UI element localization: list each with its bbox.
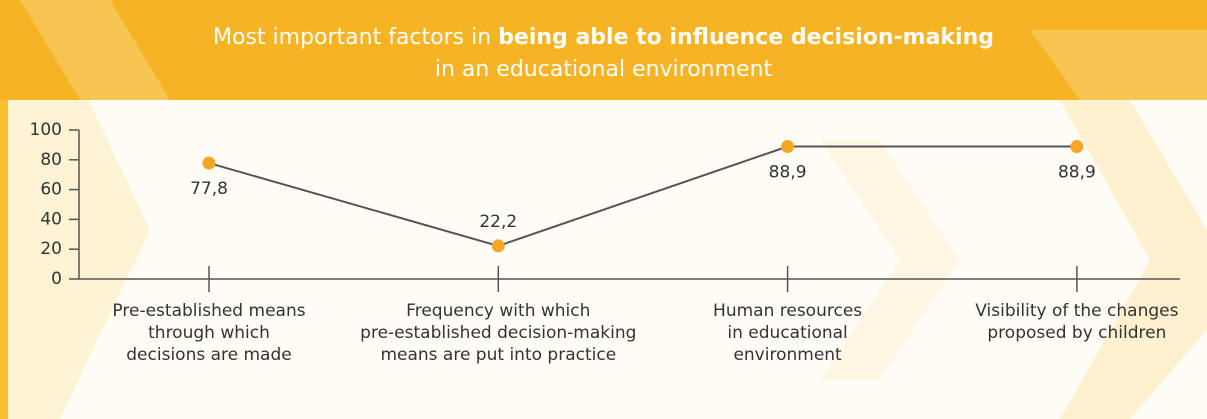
y-tick-label: 60 <box>40 180 62 200</box>
band-decor <box>20 0 1207 100</box>
decor <box>1030 30 1207 100</box>
marker <box>781 140 795 154</box>
decor <box>1060 100 1207 419</box>
line <box>208 145 1077 247</box>
title-part: Most important factors in <box>213 25 492 50</box>
value-label: 22,2 <box>479 212 517 232</box>
title-part: in an educational environment <box>434 57 773 82</box>
chart-title: Most important factors in being able to … <box>0 22 1207 86</box>
x-tick-label: Pre-established means through which deci… <box>112 301 306 365</box>
marker <box>491 239 505 253</box>
title-part: being able to influence decision-making <box>498 25 994 50</box>
decor <box>820 140 960 380</box>
decor <box>0 40 150 419</box>
x-tick-label: Human resources in educational environme… <box>713 301 863 365</box>
side-stripe <box>0 100 8 419</box>
y-tick-label: 100 <box>30 120 62 140</box>
decor <box>20 0 170 100</box>
y-tick-label: 20 <box>40 239 62 259</box>
y-tick-label: 0 <box>51 269 62 289</box>
x-tick-label: Visibility of the changes proposed by ch… <box>975 301 1179 343</box>
marker <box>1070 140 1084 154</box>
value-label: 88,9 <box>1058 163 1096 183</box>
y-tick-label: 80 <box>40 150 62 170</box>
value-label: 88,9 <box>769 163 807 183</box>
x-tick-label: Frequency with which pre-established dec… <box>360 301 637 365</box>
value-label: 77,8 <box>190 179 228 199</box>
title-band <box>0 0 1207 100</box>
y-tick-label: 40 <box>40 209 62 229</box>
marker <box>202 156 216 170</box>
